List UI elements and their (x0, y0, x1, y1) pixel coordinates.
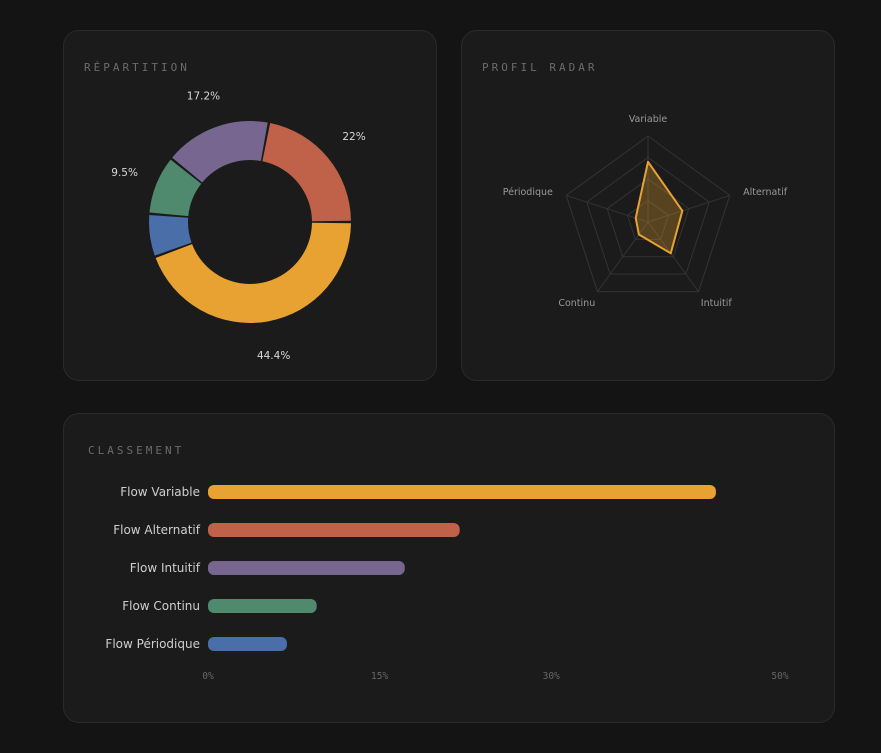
x-tick-label: 50% (771, 671, 788, 682)
donut-slice (172, 121, 268, 183)
radar-grid-ring (565, 135, 731, 293)
radar-series-shape (634, 160, 684, 255)
x-tick-label: 0% (202, 671, 214, 682)
x-tick-label: 30% (543, 671, 560, 682)
bar (208, 637, 287, 651)
radar-grid-ring (606, 178, 690, 258)
bar-category-label: Flow Continu (122, 599, 200, 613)
radar-grid-ring (586, 156, 710, 275)
donut-label: 22% (342, 131, 365, 143)
bar-category-label: Flow Périodique (105, 637, 200, 651)
donut-label: 9.5% (111, 167, 138, 179)
x-tick-label: 15% (371, 671, 388, 682)
radar-spoke (647, 221, 699, 292)
donut-card-title: RÉPARTITION (84, 61, 190, 74)
radar-card-title: PROFIL RADAR (482, 61, 598, 74)
bar-category-label: Flow Alternatif (113, 523, 201, 537)
radar-card: PROFIL RADAR (461, 30, 835, 381)
donut-slice (155, 222, 351, 323)
radar-axis-label: Continu (558, 298, 595, 309)
donut-slice (149, 215, 192, 256)
radar-axis-label: Alternatif (743, 187, 788, 198)
radar-spoke (566, 194, 649, 223)
donut-label: 17.2% (187, 90, 220, 102)
bar (208, 599, 317, 613)
ranking-card: CLASSEMENT (63, 413, 835, 723)
bar (208, 523, 460, 537)
bar (208, 485, 716, 499)
radar-axis-label: Variable (629, 114, 668, 125)
donut-slice (262, 123, 351, 222)
donut-slice (149, 159, 202, 217)
radar-axis-label: Périodique (503, 187, 553, 198)
radar-axis-label: Intuitif (701, 298, 733, 309)
bar-category-label: Flow Intuitif (130, 561, 201, 575)
ranking-card-title: CLASSEMENT (88, 444, 185, 457)
donut-label: 44.4% (257, 350, 290, 362)
bar-category-label: Flow Variable (120, 485, 200, 499)
bar (208, 561, 405, 575)
radar-spoke (647, 194, 730, 223)
